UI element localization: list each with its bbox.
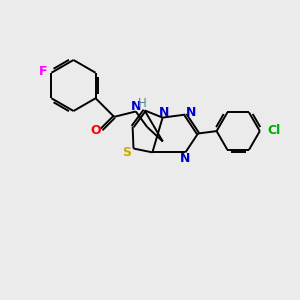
- Text: H: H: [138, 97, 147, 110]
- Text: Cl: Cl: [267, 124, 280, 137]
- Text: S: S: [122, 146, 131, 159]
- Text: O: O: [91, 124, 101, 137]
- Text: N: N: [159, 106, 169, 119]
- Text: N: N: [180, 152, 190, 165]
- Text: N: N: [131, 100, 141, 112]
- Text: N: N: [186, 106, 196, 119]
- Text: F: F: [39, 65, 47, 78]
